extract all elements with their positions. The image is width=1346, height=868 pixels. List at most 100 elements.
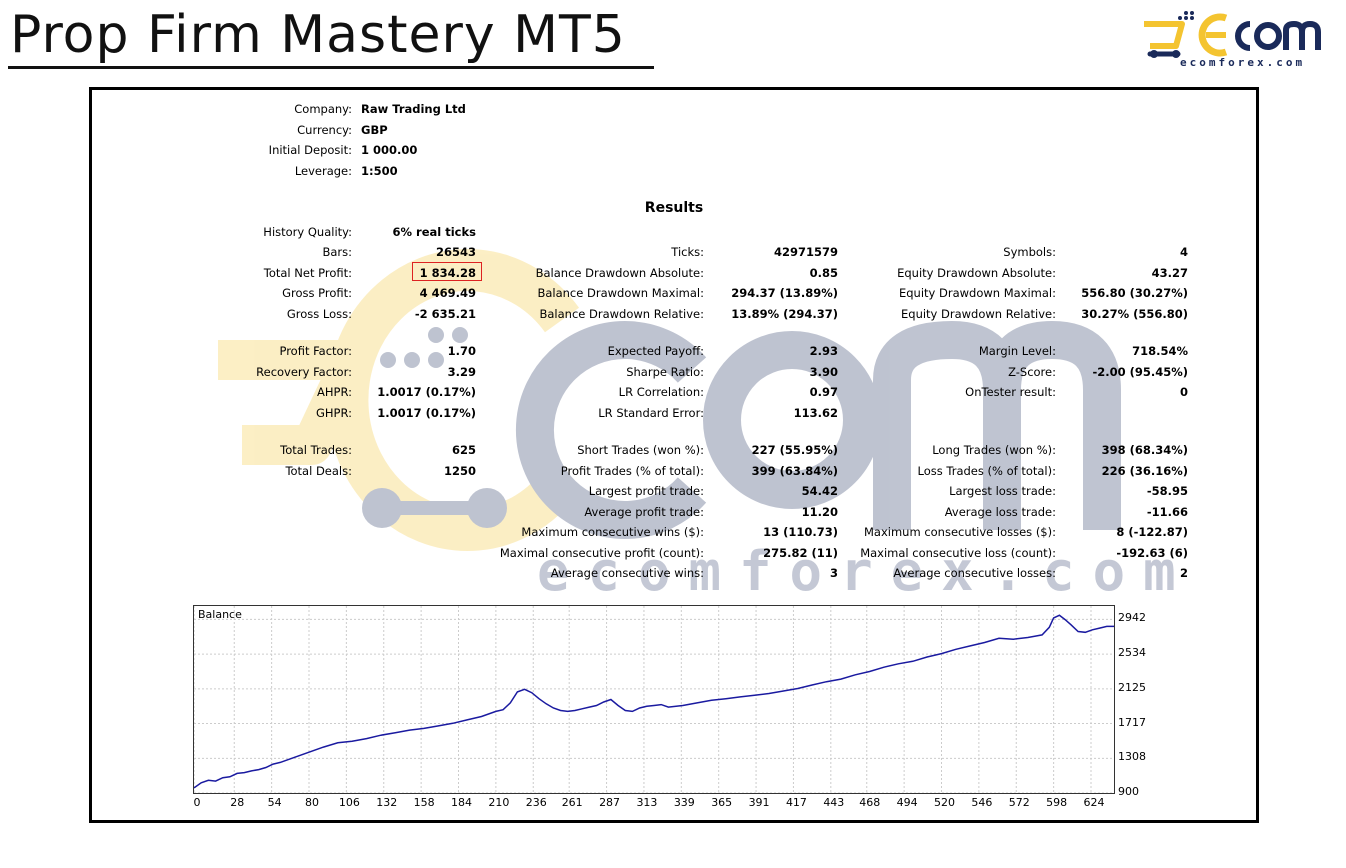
- stat-label: OnTester result:: [965, 385, 1056, 399]
- x-tick-label: 106: [338, 796, 360, 809]
- page-title: Prop Firm Mastery MT5: [10, 5, 626, 65]
- x-tick-label: 598: [1046, 796, 1068, 809]
- x-tick-label: 468: [859, 796, 881, 809]
- x-tick-label: 494: [896, 796, 918, 809]
- x-tick-label: 624: [1083, 796, 1105, 809]
- stat-value: 1250: [443, 464, 476, 478]
- stat-value: 2.93: [809, 344, 838, 358]
- stat-label: Equity Drawdown Relative:: [901, 307, 1056, 321]
- x-tick-label: 287: [599, 796, 621, 809]
- stat-label: LR Correlation:: [618, 385, 704, 399]
- stat-value: 4 469.49: [419, 286, 476, 300]
- stat-label: Largest profit trade:: [588, 484, 704, 498]
- x-tick-label: 210: [488, 796, 510, 809]
- stat-label: Equity Drawdown Maximal:: [898, 286, 1056, 300]
- stat-value: 294.37 (13.89%): [731, 286, 838, 300]
- y-tick-label: 1308: [1118, 750, 1146, 764]
- x-tick-label: 132: [376, 796, 398, 809]
- stat-label: Balance Drawdown Absolute:: [535, 266, 704, 280]
- y-tick-label: 1717: [1118, 715, 1146, 729]
- stat-value: 1.70: [447, 344, 476, 358]
- stat-value: 1 834.28: [419, 266, 476, 280]
- stat-label: Symbols:: [1003, 245, 1056, 259]
- stat-value: 275.82 (11): [763, 546, 838, 560]
- x-tick-label: 572: [1008, 796, 1030, 809]
- y-tick-label: 2942: [1118, 611, 1146, 625]
- stat-label: Maximum consecutive wins ($):: [521, 525, 704, 539]
- stat-value: 3: [829, 566, 838, 580]
- results-title: Results: [644, 200, 704, 216]
- stat-value: 13.89% (294.37): [731, 307, 838, 321]
- strategy-tester-report: ecomforex.com Company: Raw Trading Ltd C…: [89, 87, 1259, 823]
- company-label: Company:: [294, 102, 352, 116]
- stat-value: 13 (110.73): [763, 525, 838, 539]
- stat-value: 1.0017 (0.17%): [377, 406, 476, 420]
- stat-label: Equity Drawdown Absolute:: [897, 266, 1056, 280]
- stat-value: 625: [451, 443, 476, 457]
- stat-value: 226 (36.16%): [1101, 464, 1188, 478]
- stat-value: 0.97: [809, 385, 838, 399]
- stat-label: LR Standard Error:: [598, 406, 704, 420]
- stat-value: -2.00 (95.45%): [1092, 365, 1188, 379]
- stat-label: Average profit trade:: [584, 505, 704, 519]
- stat-label: Gross Loss:: [286, 307, 352, 321]
- leverage-label: Leverage:: [294, 164, 352, 178]
- currency-label: Currency:: [297, 123, 352, 137]
- x-tick-label: 158: [413, 796, 435, 809]
- balance-chart-plot: [193, 606, 1114, 794]
- x-tick-label: 54: [267, 796, 282, 809]
- stat-label: AHPR:: [317, 385, 352, 399]
- stat-label: Maximal consecutive profit (count):: [499, 546, 704, 560]
- x-tick-label: 365: [711, 796, 733, 809]
- stat-label: Maximum consecutive losses ($):: [864, 525, 1056, 539]
- x-tick-label: 236: [525, 796, 547, 809]
- stat-value: -11.66: [1146, 505, 1188, 519]
- stat-label: Largest loss trade:: [949, 484, 1056, 498]
- stat-value: 6% real ticks: [392, 225, 476, 239]
- company-value: Raw Trading Ltd: [361, 102, 466, 116]
- x-tick-label: 261: [561, 796, 583, 809]
- currency-value: GBP: [361, 123, 388, 137]
- stat-value: 30.27% (556.80): [1081, 307, 1188, 321]
- x-tick-label: 417: [785, 796, 807, 809]
- stat-label: Loss Trades (% of total):: [917, 464, 1056, 478]
- stat-value: 54.42: [801, 484, 838, 498]
- stat-value: 227 (55.95%): [751, 443, 838, 457]
- stat-label: Average consecutive losses:: [893, 566, 1056, 580]
- stat-value: -192.63 (6): [1116, 546, 1188, 560]
- x-tick-label: 546: [971, 796, 993, 809]
- logo-site: ecomforex.com: [1180, 56, 1306, 69]
- ecom-logo: [1144, 11, 1321, 58]
- x-tick-label: 313: [636, 796, 658, 809]
- title-underline: [8, 66, 654, 69]
- stat-value: -2 635.21: [414, 307, 476, 321]
- stat-label: Sharpe Ratio:: [626, 365, 704, 379]
- chart-title: Balance: [198, 608, 242, 621]
- stat-label: Expected Payoff:: [607, 344, 704, 358]
- stat-label: Average consecutive wins:: [550, 566, 704, 580]
- leverage-value: 1:500: [361, 164, 398, 178]
- x-tick-label: 443: [823, 796, 845, 809]
- y-tick-label: 900: [1118, 785, 1139, 798]
- stat-label: Margin Level:: [978, 344, 1056, 358]
- stat-label: Gross Profit:: [282, 286, 352, 300]
- stat-label: History Quality:: [263, 225, 352, 239]
- stat-label: Recovery Factor:: [256, 365, 352, 379]
- x-tick-label: 28: [230, 796, 245, 809]
- x-tick-label: 339: [673, 796, 695, 809]
- stat-label: Z-Score:: [1008, 365, 1056, 379]
- x-tick-label: 184: [451, 796, 472, 809]
- stat-value: 398 (68.34%): [1101, 443, 1188, 457]
- stat-value: 3.29: [447, 365, 476, 379]
- stat-value: 3.90: [809, 365, 838, 379]
- stat-label: Balance Drawdown Relative:: [539, 307, 705, 321]
- x-tick-label: 391: [748, 796, 770, 809]
- stat-value: 556.80 (30.27%): [1081, 286, 1188, 300]
- stat-value: 4: [1179, 245, 1188, 259]
- stat-value: -58.95: [1146, 484, 1188, 498]
- stat-value: 11.20: [801, 505, 838, 519]
- stat-value: 718.54%: [1132, 344, 1188, 358]
- balance-line: [193, 614, 1114, 789]
- x-tick-label: 0: [193, 796, 201, 809]
- y-tick-label: 2534: [1118, 646, 1146, 660]
